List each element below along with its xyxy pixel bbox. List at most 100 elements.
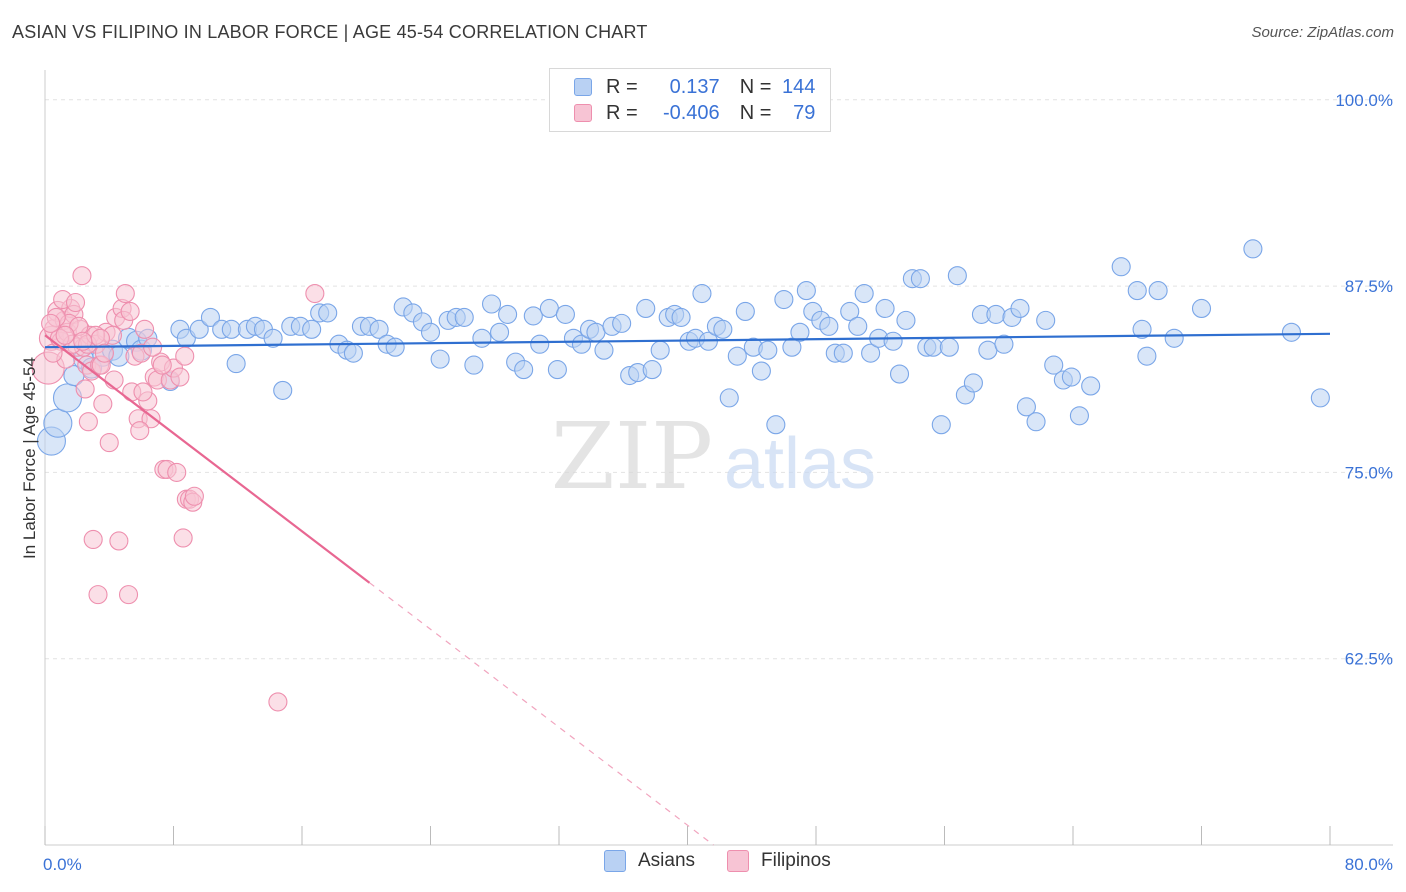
filipino-point — [88, 585, 108, 605]
asian-point — [1164, 328, 1184, 348]
asian-point — [481, 294, 502, 314]
asian-point — [848, 316, 868, 336]
legend-n-value-asians: 144 — [782, 75, 816, 98]
legend-label-filipinos: Filipinos — [761, 850, 831, 871]
y-tick-label: 100.0% — [1335, 91, 1393, 110]
legend-r-value-filipinos: -0.406 — [662, 101, 720, 124]
filipino-point — [130, 421, 150, 441]
asian-point — [472, 328, 492, 348]
legend-label-asians: Asians — [638, 850, 696, 871]
asian-point — [986, 304, 1006, 324]
asian-point — [692, 284, 712, 304]
asian-point — [1044, 355, 1064, 375]
asian-point — [1010, 298, 1030, 319]
filipino-point — [175, 346, 195, 366]
asian-point — [642, 360, 662, 380]
filipino-point — [93, 394, 113, 414]
filipino-point — [104, 370, 124, 390]
filipino-point — [41, 313, 61, 333]
asian-point — [727, 346, 747, 366]
asian-point — [978, 340, 998, 360]
y-tick-label: 62.5% — [1345, 650, 1393, 669]
asian-point — [464, 355, 484, 375]
watermark: ZIP atlas — [551, 403, 876, 510]
asian-point — [751, 361, 771, 381]
asian-point — [796, 281, 816, 301]
filipino-point — [173, 528, 193, 548]
legend-item-asians[interactable]: Asians — [604, 850, 695, 872]
filipino-point — [268, 692, 288, 712]
asian-point — [385, 337, 405, 357]
asian-point — [963, 373, 983, 393]
asian-point — [1148, 281, 1168, 301]
legend-item-filipinos[interactable]: Filipinos — [727, 850, 831, 872]
filipino-point — [115, 284, 135, 304]
filipino-point — [118, 585, 139, 605]
legend-swatch-asians — [574, 78, 592, 96]
legend-n-label: N = — [739, 75, 772, 98]
filipino-point — [141, 409, 161, 429]
legend-swatch-filipinos — [727, 850, 749, 872]
asian-point — [1132, 319, 1152, 339]
asian-point — [854, 284, 874, 304]
filipino-point — [55, 325, 75, 345]
filipino-point — [170, 367, 190, 387]
legend-n-value-filipinos: 79 — [793, 101, 816, 124]
asian-point — [539, 298, 559, 319]
asian-point — [1069, 406, 1089, 426]
trend-lines — [44, 332, 1331, 846]
asian-point — [819, 316, 839, 336]
asian-point — [790, 322, 810, 342]
filipino-point — [94, 343, 114, 363]
asian-point — [774, 289, 794, 310]
asian-point — [586, 322, 606, 342]
asian-point — [1281, 322, 1301, 342]
filipino-point — [135, 319, 155, 339]
asian-point — [719, 388, 739, 408]
trend-line-asians — [44, 332, 1331, 349]
asian-point — [420, 322, 441, 342]
asian-point — [782, 337, 802, 357]
asian-point — [43, 408, 73, 438]
asian-point — [840, 301, 860, 321]
y-axis-title: In Labor Force | Age 45-54 — [20, 357, 39, 559]
asian-point — [1016, 397, 1036, 417]
source-label: Source: ZipAtlas.com — [1251, 24, 1394, 41]
axes — [44, 70, 1393, 846]
grid-lines — [45, 99, 1393, 660]
asian-point — [490, 322, 510, 342]
filipino-point — [109, 531, 129, 551]
asian-point — [735, 301, 755, 321]
legend-r-label: R = — [606, 75, 638, 98]
asian-point — [200, 307, 220, 327]
asian-point — [318, 303, 338, 323]
watermark-atlas: atlas — [724, 424, 876, 504]
asian-point — [939, 337, 959, 357]
asian-point — [530, 334, 550, 354]
asian-point — [273, 380, 293, 400]
filipino-point — [65, 292, 86, 313]
asian-point — [454, 307, 474, 327]
asian-point — [547, 360, 567, 380]
filipino-point — [305, 284, 325, 304]
legend-row-filipinos: R = -0.406 N = 79 — [574, 100, 815, 126]
series-filipinos — [31, 266, 325, 712]
watermark-zip: ZIP — [551, 403, 713, 510]
legend-n-label: N = — [739, 101, 772, 124]
asian-point — [1111, 257, 1131, 277]
chart-title: ASIAN VS FILIPINO IN LABOR FORCE | AGE 4… — [12, 22, 648, 42]
asian-point — [1310, 388, 1330, 408]
legend-row-asians: R = 0.137 N = 144 — [574, 74, 815, 100]
asian-point — [861, 343, 881, 363]
asian-point — [1061, 367, 1081, 387]
asian-point — [369, 319, 389, 339]
asian-point — [612, 313, 632, 333]
asian-point — [226, 354, 246, 374]
asian-point — [1127, 281, 1147, 301]
legend-swatch-filipinos — [574, 104, 592, 122]
asian-point — [713, 319, 733, 339]
legend-swatch-asians — [604, 850, 626, 872]
filipino-point — [99, 433, 119, 453]
y-tick-label: 75.0% — [1345, 463, 1393, 482]
